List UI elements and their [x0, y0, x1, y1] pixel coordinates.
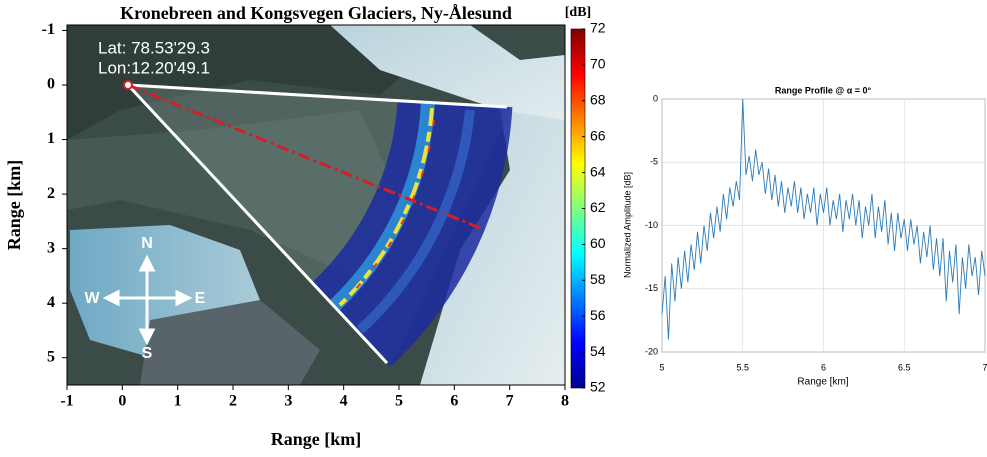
- chart-title: Kronebreen and Kongsvegen Glaciers, Ny-Å…: [120, 3, 512, 23]
- x-tick-label: 5: [659, 362, 664, 372]
- line-series: [661, 98, 986, 340]
- colorbar-tick-label: 54: [590, 343, 606, 359]
- x-tick-label: 6: [821, 362, 826, 372]
- y-tick-label: -1: [42, 21, 55, 38]
- y-tick-label: -20: [645, 346, 658, 356]
- compass-label: W: [84, 290, 100, 307]
- x-tick-label: 8: [561, 393, 569, 410]
- colorbar-tick-label: 64: [590, 163, 606, 179]
- x-tick-label: 4: [340, 393, 348, 410]
- x-tick-label: 5.5: [736, 362, 749, 372]
- x-tick-label: 7: [506, 393, 514, 410]
- y-tick-label: 0: [47, 76, 55, 93]
- x-tick-label: 6: [450, 393, 458, 410]
- y-axis-label: Normalized Amplitude [dB]: [622, 172, 632, 278]
- y-tick-label: 5: [47, 348, 55, 365]
- y-tick-label: 0: [653, 93, 658, 103]
- x-tick-label: -1: [60, 393, 73, 410]
- y-tick-label: 4: [47, 294, 55, 311]
- colorbar-tick-label: 52: [590, 379, 606, 395]
- x-axis-label: Range [km]: [271, 429, 362, 449]
- annotation: Lon:12.20'49.1: [98, 58, 210, 77]
- colorbar-tick-label: 66: [590, 127, 606, 143]
- satellite-image: [67, 25, 565, 385]
- colorbar-tick-label: 56: [590, 307, 606, 323]
- compass-label: S: [142, 345, 153, 362]
- y-tick-label: 3: [47, 239, 55, 256]
- y-tick-label: -15: [645, 283, 658, 293]
- x-tick-label: 3: [284, 393, 292, 410]
- colorbar-tick-label: 60: [590, 235, 606, 251]
- colorbar-tick-label: 58: [590, 271, 606, 287]
- colorbar-label: [dB]: [565, 5, 591, 20]
- x-tick-label: 6.5: [898, 362, 911, 372]
- y-tick-label: 2: [47, 185, 55, 202]
- y-tick-label: -10: [645, 220, 658, 230]
- colorbar-tick-label: 72: [590, 20, 606, 36]
- x-tick-label: 7: [982, 362, 987, 372]
- y-axis-label: Range [km]: [4, 160, 24, 251]
- annotation: Lat: 78.53'29.3: [98, 38, 210, 57]
- x-axis-label: Range [km]: [797, 377, 848, 388]
- x-tick-label: 1: [174, 393, 182, 410]
- x-tick-label: 2: [229, 393, 237, 410]
- colorbar-tick-label: 68: [590, 92, 606, 108]
- y-tick-label: -5: [650, 157, 658, 167]
- chart-title: Range Profile @ α = 0°: [775, 85, 872, 95]
- plot-frame: [66, 24, 566, 386]
- y-tick-label: 1: [47, 130, 55, 147]
- x-tick-label: 0: [118, 393, 126, 410]
- compass-label: N: [141, 235, 153, 252]
- x-tick-label: 5: [395, 393, 403, 410]
- colorbar-tick-label: 70: [590, 56, 606, 72]
- compass-label: E: [195, 290, 206, 307]
- colorbar-tick-label: 62: [590, 199, 606, 215]
